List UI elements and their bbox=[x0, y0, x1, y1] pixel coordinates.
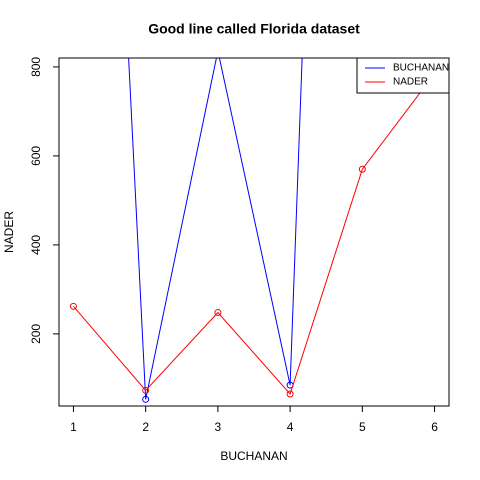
data-point bbox=[358, 165, 366, 173]
data-point bbox=[286, 390, 294, 398]
data-point bbox=[215, 48, 221, 54]
x-tick-label: 2 bbox=[142, 420, 149, 434]
legend-label: BUCHANAN bbox=[393, 63, 449, 74]
data-point bbox=[214, 309, 222, 317]
x-tick-label: 1 bbox=[70, 420, 77, 434]
data-point bbox=[142, 386, 150, 394]
y-tick-label: 800 bbox=[29, 57, 43, 77]
x-axis-label: BUCHANAN bbox=[220, 449, 287, 463]
series-line bbox=[73, 73, 435, 395]
legend-label: NADER bbox=[393, 77, 428, 88]
chart-title: Good line called Florida dataset bbox=[148, 21, 360, 37]
x-tick-label: 5 bbox=[359, 420, 366, 434]
y-tick-label: 600 bbox=[29, 146, 43, 166]
series-line bbox=[128, 58, 303, 400]
data-point bbox=[142, 395, 150, 403]
data-point bbox=[69, 302, 77, 310]
plot-frame bbox=[58, 57, 450, 407]
y-tick-label: 400 bbox=[29, 235, 43, 255]
x-tick-label: 4 bbox=[287, 420, 294, 434]
y-axis-label: NADER bbox=[2, 211, 16, 253]
x-tick-label: 6 bbox=[431, 420, 438, 434]
y-tick-label: 200 bbox=[29, 324, 43, 344]
legend-box bbox=[356, 57, 450, 94]
x-tick-label: 3 bbox=[215, 420, 222, 434]
